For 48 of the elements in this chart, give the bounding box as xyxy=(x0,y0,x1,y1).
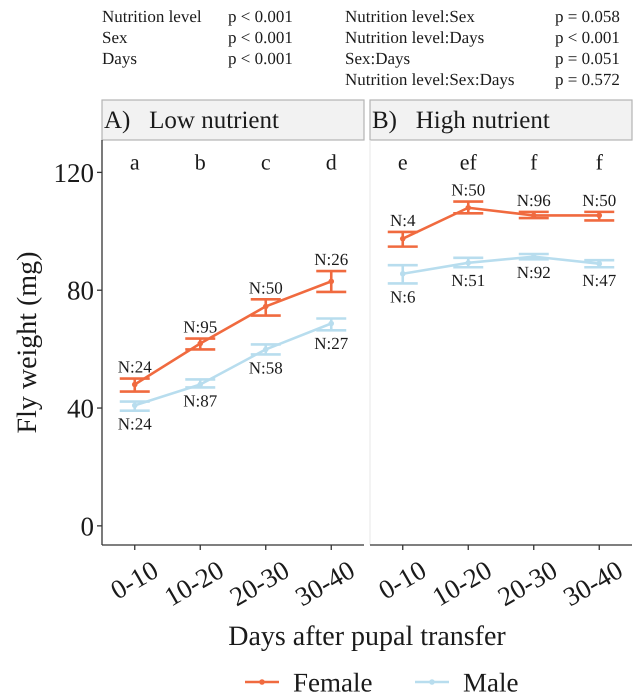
text: p = 0.051 xyxy=(555,49,620,68)
annotation: d xyxy=(326,150,337,175)
x-axis-title: Days after pupal transfer xyxy=(228,621,506,652)
annotation: N:50 xyxy=(582,190,616,210)
chart-title: B) High nutrient xyxy=(372,107,550,134)
text: Nutrition level:Sex xyxy=(345,7,476,26)
annotation: N:6 xyxy=(390,287,416,306)
annotation: N:92 xyxy=(516,263,551,282)
text: Nutrition level:Sex:Days xyxy=(345,70,515,89)
annotation: f xyxy=(596,150,604,175)
annotation: N:24 xyxy=(118,414,152,434)
chart-title: A) Low nutrient xyxy=(104,107,280,134)
text: Sex:Days xyxy=(345,49,410,68)
annotation: N:95 xyxy=(183,317,218,336)
y-tick-label: 40 xyxy=(67,393,94,424)
text: p < 0.001 xyxy=(228,49,293,68)
y-tick-label: 80 xyxy=(67,276,94,306)
text: Nutrition level:Days xyxy=(345,28,484,47)
y-tick-label: 0 xyxy=(80,511,94,542)
text: p < 0.001 xyxy=(555,28,620,47)
annotation: N:50 xyxy=(451,180,486,200)
annotation: N:24 xyxy=(118,358,152,377)
annotation: e xyxy=(398,150,408,175)
text: p = 0.058 xyxy=(555,7,620,26)
y-tick-label: 120 xyxy=(54,158,94,188)
annotation: N:50 xyxy=(248,278,283,298)
text: p = 0.572 xyxy=(555,70,620,89)
legend-label: Male xyxy=(463,667,518,697)
legend-label: Female xyxy=(293,667,372,697)
annotation: b xyxy=(194,150,206,175)
annotation: f xyxy=(530,150,538,175)
annotation: N:51 xyxy=(451,271,486,290)
text: Days xyxy=(102,49,137,68)
annotation: N:96 xyxy=(516,190,551,210)
annotation: N:47 xyxy=(582,271,617,290)
annotation: a xyxy=(130,150,140,175)
text: Nutrition level xyxy=(102,7,202,26)
annotation: N:27 xyxy=(314,334,349,354)
annotation: N:58 xyxy=(248,358,283,378)
annotation: c xyxy=(260,150,271,175)
text: p < 0.001 xyxy=(228,7,293,26)
y-axis-title: Fly weight (mg) xyxy=(12,252,43,434)
annotation: N:4 xyxy=(390,210,416,230)
text: Sex xyxy=(102,28,128,47)
annotation: N:26 xyxy=(314,250,348,270)
annotation: N:87 xyxy=(183,391,218,410)
text: p < 0.001 xyxy=(228,28,293,47)
annotation: ef xyxy=(460,150,478,175)
